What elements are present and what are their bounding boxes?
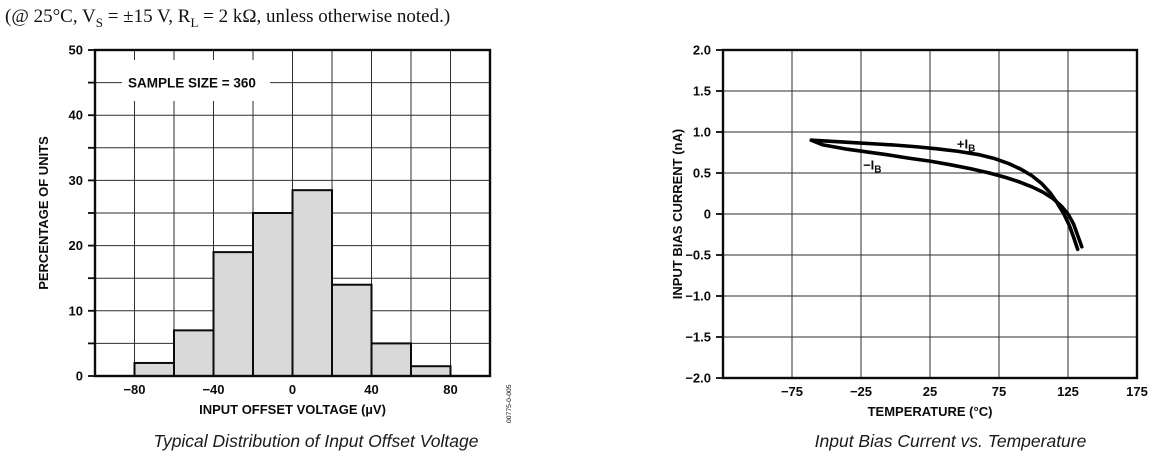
x-tick-label: 40 (364, 382, 378, 397)
histogram-bar (370, 342, 412, 377)
y-tick-label: 1.0 (693, 125, 711, 140)
y-tick-label: 0.5 (693, 166, 711, 181)
gridlines (723, 50, 1137, 378)
x-tick-label: −40 (202, 382, 224, 397)
y-tick-label: −2.0 (685, 371, 711, 386)
x-tick-label: 80 (443, 382, 457, 397)
y-tick-label: 10 (69, 303, 83, 318)
curves (809, 138, 1084, 252)
annotation-mask (122, 60, 270, 101)
y-tick-label: −0.5 (685, 248, 711, 263)
y-tick-label: 0 (704, 207, 711, 222)
y-axis-ticks (716, 49, 723, 379)
y-tick-label: 2.0 (693, 43, 711, 58)
right-figure-caption: Input Bias Current vs. Temperature (814, 431, 1087, 451)
y-tick-label: 40 (69, 108, 83, 123)
y-tick-label: 50 (69, 43, 83, 58)
histogram-bar (173, 329, 215, 377)
y-axis-title: PERCENTAGE OF UNITS (36, 136, 51, 290)
y-tick-label: 20 (69, 238, 83, 253)
x-axis-title: INPUT OFFSET VOLTAGE (µV) (199, 402, 386, 417)
histogram-bar (331, 283, 373, 377)
y-axis-ticks (88, 49, 95, 377)
x-tick-label: 0 (289, 382, 296, 397)
curve-label-plus-IB: +IB (957, 136, 975, 154)
tick-labels: 0 10 20 30 40 50 −80 −40 0 40 80 (69, 43, 458, 398)
histogram-bar (133, 361, 175, 377)
x-tick-label: −75 (781, 384, 803, 399)
y-tick-label: −1.5 (685, 330, 711, 345)
x-tick-label: 25 (923, 384, 937, 399)
conditions-part1: (@ 25°C, V (5, 6, 96, 27)
histogram-bar (291, 189, 333, 377)
curve-minus-IB (809, 138, 1084, 249)
histogram-bars (133, 189, 452, 378)
x-tick-label: 75 (992, 384, 1006, 399)
x-tick-label: 125 (1057, 384, 1079, 399)
input-bias-current-plot: +IB −IB 2.0 1.5 1.0 0.5 0 −0.5 −1.0 −1.5 −2.0 −75 −2… (670, 43, 1148, 420)
conditions-note: (@ 25°C, VS = ±15 V, RL = 2 kΩ, unless o… (5, 6, 450, 31)
y-tick-label: 1.5 (693, 84, 711, 99)
conditions-sub1: S (95, 14, 103, 30)
curve-plus-IB (809, 138, 1080, 252)
x-tick-label: 175 (1126, 384, 1148, 399)
offset-voltage-histogram-plot: SAMPLE SIZE = 360 0 10 20 30 40 50 −80 −40 0 40 80 I… (36, 43, 513, 424)
y-tick-label: −1.0 (685, 289, 711, 304)
histogram-bar (252, 212, 294, 377)
x-axis-title: TEMPERATURE (°C) (868, 404, 993, 419)
tick-labels: 2.0 1.5 1.0 0.5 0 −0.5 −1.0 −1.5 −2.0 −75 −25 25 75 1… (685, 43, 1148, 400)
histogram-bar (410, 365, 452, 378)
y-tick-label: 0 (76, 369, 83, 384)
figure-number: 00775-0-005 (506, 384, 513, 423)
sample-size-annotation: SAMPLE SIZE = 360 (128, 76, 256, 91)
x-tick-label: −25 (850, 384, 872, 399)
y-axis-title: INPUT BIAS CURRENT (nA) (670, 129, 685, 299)
histogram-bar (212, 251, 254, 377)
curve-label-minus-IB: −IB (863, 158, 881, 176)
conditions-part2: = ±15 V, R (102, 6, 191, 27)
conditions-part3: = 2 kΩ, unless otherwise noted.) (198, 6, 451, 27)
left-figure-caption: Typical Distribution of Input Offset Vol… (153, 431, 479, 451)
x-tick-label: −80 (123, 382, 145, 397)
conditions-sub2: L (190, 14, 199, 30)
y-tick-label: 30 (69, 173, 83, 188)
